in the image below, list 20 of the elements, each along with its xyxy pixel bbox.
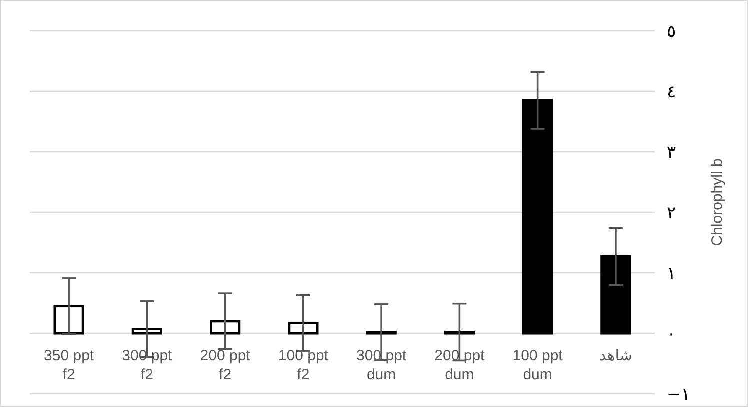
x-tick-label: 300 ppt f2 (122, 348, 174, 384)
y-tick-label: ٣ (667, 143, 676, 163)
y-axis-title: Chlorophyll b (709, 158, 726, 246)
x-tick-label: 100 ppt dum (512, 348, 564, 384)
y-tick-label: ١ (667, 264, 676, 284)
bar (522, 99, 554, 335)
y-tick-label: ٤ (667, 82, 676, 102)
bar (132, 328, 162, 335)
bar (210, 320, 241, 335)
y-tick-label: ٢ (667, 204, 676, 224)
bar (288, 322, 319, 335)
x-tick-label: 200 ppt f2 (200, 348, 252, 384)
y-tick-label: ٥ (667, 22, 676, 42)
x-tick-label: 350 ppt f2 (44, 348, 95, 384)
bar (54, 305, 84, 335)
y-tick-label: ٠ (667, 324, 676, 344)
bar (600, 255, 632, 335)
x-tick-label: شاهد (599, 348, 632, 364)
y-tick-label: −١ (667, 385, 690, 405)
x-tick-label: 200 ppt dum (434, 348, 486, 384)
